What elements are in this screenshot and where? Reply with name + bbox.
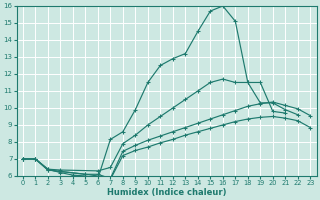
X-axis label: Humidex (Indice chaleur): Humidex (Indice chaleur) bbox=[107, 188, 226, 197]
